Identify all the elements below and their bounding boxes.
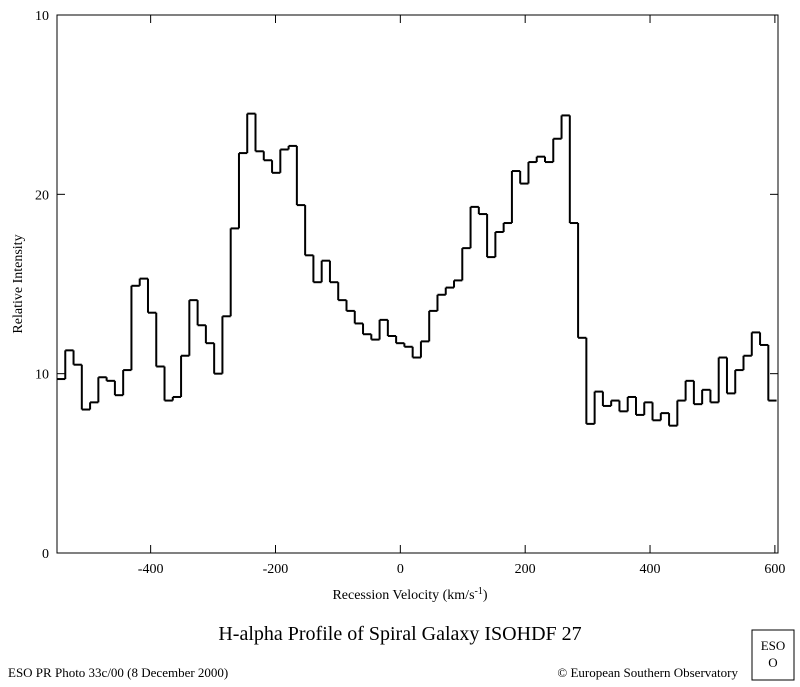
x-axis-label: Recession Velocity (km/s-1) bbox=[332, 586, 487, 603]
footer-left: ESO PR Photo 33c/00 (8 December 2000) bbox=[8, 665, 228, 680]
x-tick-label: 200 bbox=[515, 562, 536, 577]
y-axis-label: Relative Intensity bbox=[11, 234, 26, 333]
logo: ESO O bbox=[751, 629, 795, 681]
logo-bottom: O bbox=[768, 655, 777, 670]
x-tick-label: 0 bbox=[397, 562, 404, 577]
plot-frame bbox=[56, 14, 779, 554]
x-tick-label: 400 bbox=[640, 562, 661, 577]
y-tick-label: 20 bbox=[35, 188, 49, 203]
x-tick-label: 600 bbox=[764, 562, 785, 577]
y-tick-label: 10 bbox=[35, 9, 49, 24]
y-tick-label: 10 bbox=[35, 368, 49, 383]
x-label-text: Recession Velocity (km/s bbox=[332, 588, 474, 603]
logo-top: ESO bbox=[761, 638, 786, 653]
y-tick-label: 0 bbox=[42, 547, 49, 562]
chart-title: H-alpha Profile of Spiral Galaxy ISOHDF … bbox=[218, 623, 581, 645]
x-label-sup: -1 bbox=[475, 586, 483, 597]
x-tick-label: -200 bbox=[263, 562, 289, 577]
x-tick-label: -400 bbox=[138, 562, 164, 577]
x-label-end: ) bbox=[483, 588, 488, 603]
footer-right: © European Southern Observatory bbox=[557, 665, 738, 680]
logo-frame bbox=[751, 629, 795, 681]
